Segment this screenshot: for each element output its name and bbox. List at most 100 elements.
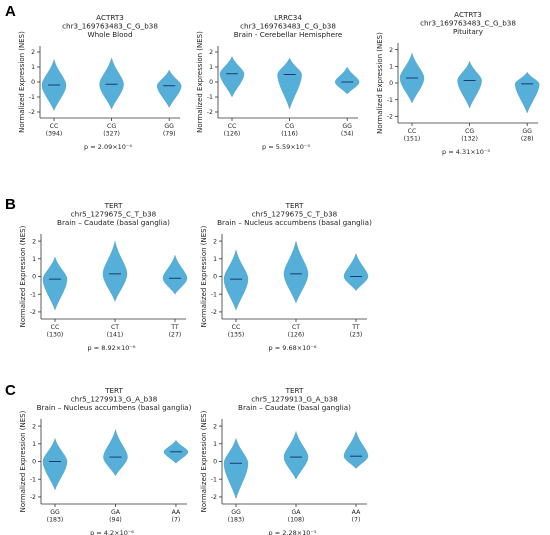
x-tick-label: CC [51, 324, 60, 331]
x-tick-count: (28) [521, 136, 534, 143]
p-value: p = 8.92×10⁻⁶ [88, 344, 136, 352]
y-tick-label: -1 [207, 94, 213, 101]
chart-title-line: LRRC34 [274, 13, 302, 22]
chart-title-line: chr5_1279913_G_A_b38 [251, 395, 338, 404]
x-tick-label: CG [285, 123, 294, 130]
chart-title-line: chr5_1279913_G_A_b38 [71, 395, 158, 404]
x-tick-label: TT [351, 324, 360, 331]
violin-aa [343, 430, 369, 469]
x-tick-label: GA [111, 509, 121, 516]
chart-title-line: Brain – Nucleus accumbens (basal ganglia… [217, 218, 372, 227]
y-tick-label: 1 [32, 256, 36, 263]
y-axis-label: Normalized Expression (NES) [19, 410, 27, 512]
violin-tt [343, 252, 369, 292]
y-tick-label: 2 [32, 423, 36, 430]
x-tick-label: CC [228, 123, 237, 130]
chart-title-line: Brain – Nucleus accumbens (basal ganglia… [37, 403, 192, 412]
y-tick-label: -1 [387, 97, 393, 104]
violin-cc [223, 249, 249, 311]
y-tick-label: 0 [213, 274, 217, 281]
y-tick-label: 1 [213, 441, 217, 448]
chart-title-line: chr5_1279675_C_T_b38 [252, 210, 338, 219]
x-tick-count: (108) [288, 517, 305, 524]
chart-title-line: chr3_169763483_C_G_b38 [240, 22, 336, 31]
y-tick-label: 0 [32, 459, 36, 466]
x-tick-label: CC [50, 123, 59, 130]
x-tick-label: GG [522, 128, 532, 135]
p-value: p = 2.28×10⁻⁵ [269, 529, 317, 535]
x-tick-label: GG [231, 509, 241, 516]
violin-ga [283, 430, 309, 480]
y-tick-label: 1 [209, 64, 213, 71]
x-tick-label: AA [352, 509, 361, 516]
x-tick-count: (23) [350, 332, 363, 339]
chart-title-line: ACTRT3 [454, 10, 482, 19]
x-tick-label: GA [291, 509, 301, 516]
y-tick-label: -1 [211, 291, 217, 298]
y-tick-label: -2 [29, 109, 35, 116]
y-axis-label: Normalized Expression (NES) [200, 225, 208, 327]
x-tick-count: (7) [352, 517, 361, 524]
x-tick-label: CG [465, 128, 474, 135]
y-tick-label: 2 [209, 49, 213, 56]
chart-title-line: Whole Blood [87, 30, 132, 39]
y-tick-label: -2 [207, 109, 213, 116]
chart-title-line: chr5_1279675_C_T_b38 [71, 210, 157, 219]
x-tick-label: CC [408, 128, 417, 135]
chart-title-line: chr3_169763483_C_G_b38 [62, 22, 158, 31]
chart-title-line: TERT [285, 201, 304, 210]
x-tick-count: (126) [224, 131, 241, 138]
p-value: p = 9.68×10⁻⁶ [269, 344, 317, 352]
y-tick-label: 0 [31, 79, 35, 86]
chart-title-line: TERT [104, 386, 123, 395]
chart-title-line: chr3_169763483_C_G_b38 [420, 19, 516, 28]
violin-cg [277, 57, 302, 110]
y-tick-label: 0 [209, 79, 213, 86]
violin-cg [457, 60, 482, 109]
x-tick-label: CG [107, 123, 116, 130]
x-tick-count: (130) [47, 332, 64, 339]
y-tick-label: -2 [211, 494, 217, 501]
violin-cc [219, 55, 245, 98]
y-tick-label: 2 [389, 47, 393, 54]
x-tick-count: (151) [404, 136, 421, 143]
violin-gg [514, 71, 540, 114]
y-tick-label: 2 [32, 238, 36, 245]
chart-title-line: Brain – Caudate (basal ganglia) [57, 218, 170, 227]
x-tick-count: (7) [172, 517, 181, 524]
y-tick-label: -1 [30, 291, 36, 298]
y-tick-label: -2 [30, 309, 36, 316]
x-tick-label: AA [172, 509, 181, 516]
x-tick-count: (141) [107, 332, 124, 339]
y-tick-label: -1 [211, 476, 217, 483]
p-value: p = 4.31×10⁻⁵ [442, 148, 490, 156]
chart-title-line: ACTRT3 [96, 13, 124, 22]
x-tick-count: (183) [228, 517, 245, 524]
violin-ga [103, 429, 128, 477]
y-tick-label: 1 [31, 64, 35, 71]
y-tick-label: 1 [389, 64, 393, 71]
y-tick-label: 2 [213, 423, 217, 430]
x-tick-count: (27) [169, 332, 182, 339]
y-axis-label: Normalized Expression (NES) [19, 225, 27, 327]
y-tick-label: 0 [389, 80, 393, 87]
x-tick-count: (132) [461, 136, 478, 143]
violin-gg [334, 66, 360, 95]
violin-gg [156, 69, 182, 108]
x-tick-count: (183) [47, 517, 64, 524]
y-tick-label: -2 [211, 309, 217, 316]
violin-tt [162, 254, 188, 295]
p-value: p = 2.09×10⁻⁴ [84, 143, 132, 151]
x-tick-count: (116) [281, 131, 298, 138]
violin-cc [42, 256, 68, 311]
violin-cg [99, 57, 124, 110]
violin-gg [223, 437, 249, 500]
chart-title-line: TERT [285, 386, 304, 395]
x-tick-label: CC [232, 324, 241, 331]
